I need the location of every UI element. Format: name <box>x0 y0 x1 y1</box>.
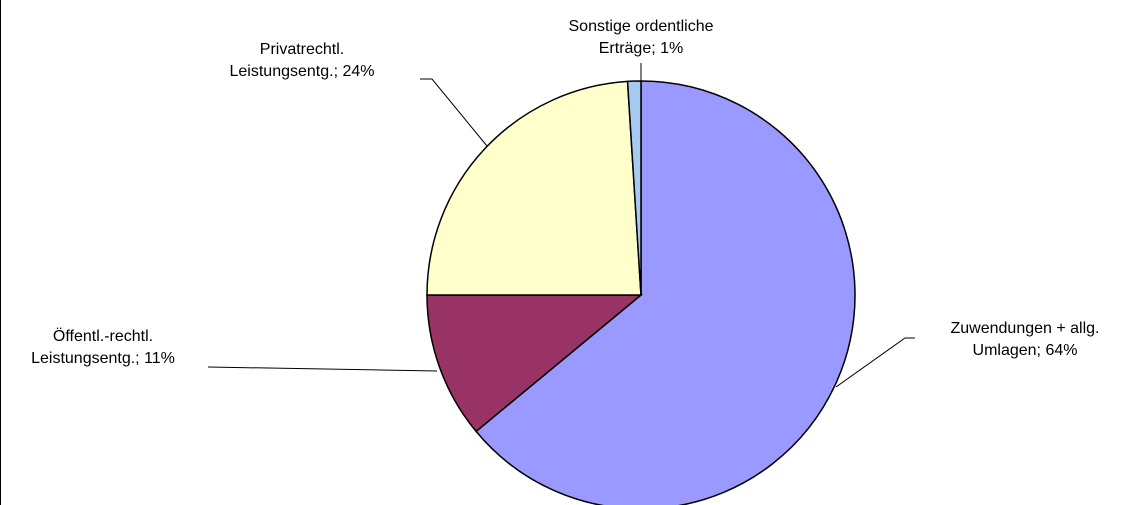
data-label: Leistungsentg.; 11% <box>31 350 175 367</box>
data-label: Leistungsentg.; 24% <box>230 63 375 80</box>
pie-slice <box>475 80 856 505</box>
pie-slice <box>426 80 642 296</box>
leader-line <box>835 337 915 388</box>
data-label: Privatrechtl. <box>260 41 344 58</box>
leader-line <box>420 78 488 147</box>
data-label: Sonstige ordentliche <box>569 18 714 35</box>
leader-line <box>207 366 438 372</box>
data-label: Erträge; 1% <box>599 40 683 57</box>
data-label: Öffentl.-rechtl. <box>53 327 153 345</box>
pie-slice <box>426 294 644 433</box>
data-label: Zuwendungen + allg. <box>951 320 1100 337</box>
data-label: Umlagen; 64% <box>973 342 1078 359</box>
